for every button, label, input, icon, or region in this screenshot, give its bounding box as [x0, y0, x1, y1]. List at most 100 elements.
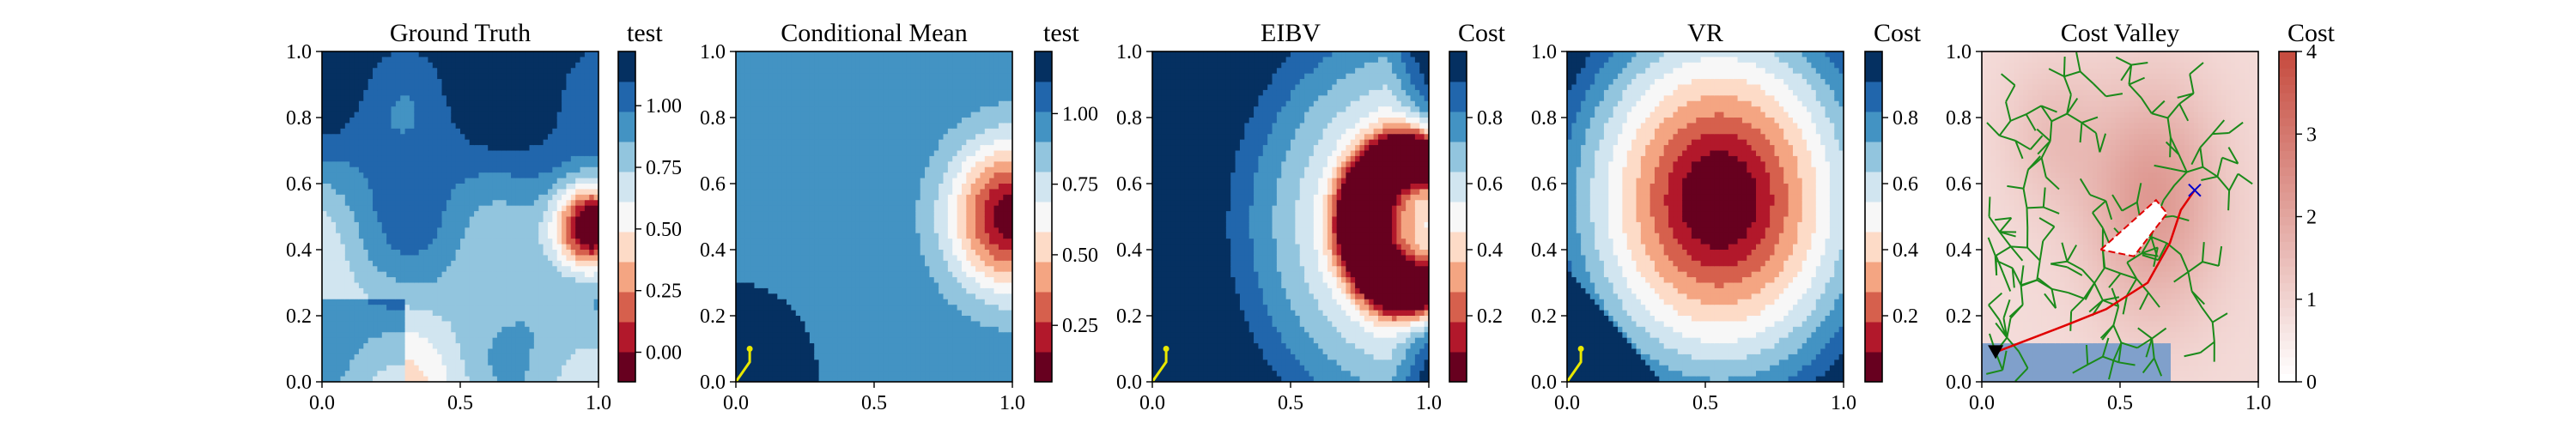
heatmap-cell [377, 321, 383, 328]
heatmap-cell [538, 299, 544, 305]
heatmap-cell [358, 211, 364, 218]
heatmap-cell [377, 189, 383, 196]
heatmap-cell [566, 184, 572, 190]
heatmap-cell [758, 365, 764, 372]
heatmap-cell [404, 332, 410, 339]
heatmap-cell [754, 326, 760, 333]
heatmap-cell [418, 128, 424, 135]
heatmap-cell [754, 293, 760, 300]
heatmap-cell [488, 376, 494, 382]
heatmap-cell [552, 266, 558, 273]
heatmap-cell [736, 172, 741, 179]
heatmap-cell [547, 51, 553, 58]
heatmap-cell [570, 118, 576, 124]
heatmap-cell [488, 112, 494, 118]
heatmap-cell [740, 239, 746, 245]
heatmap-cell [340, 371, 346, 378]
heatmap-cell [828, 337, 834, 344]
heatmap-cell [814, 227, 820, 234]
heatmap-cell [368, 277, 374, 284]
heatmap-cell [552, 260, 558, 267]
heatmap-cell [575, 216, 581, 223]
heatmap-cell [566, 134, 572, 141]
heatmap-cell [437, 89, 443, 96]
heatmap-cell [580, 282, 586, 289]
heatmap-cell [409, 128, 415, 135]
heatmap-cell [409, 89, 415, 96]
heatmap-cell [326, 84, 332, 91]
heatmap-cell [543, 112, 549, 118]
heatmap-cell [750, 145, 756, 152]
heatmap-cell [506, 239, 512, 245]
heatmap-cell [828, 172, 834, 179]
heatmap-cell [750, 233, 756, 239]
heatmap-cell [552, 332, 558, 339]
heatmap-cell [818, 365, 824, 372]
heatmap-cell [331, 79, 337, 86]
heatmap-cell [354, 332, 360, 339]
heatmap-cell [409, 155, 415, 162]
heatmap-cell [809, 293, 815, 300]
heatmap-cell [492, 211, 498, 218]
heatmap-cell [589, 221, 595, 228]
heatmap-cell [740, 260, 746, 267]
heatmap-cell [469, 95, 475, 102]
heatmap-cell [538, 282, 544, 289]
heatmap-cell [478, 266, 484, 273]
heatmap-cell [344, 194, 350, 201]
heatmap-cell [492, 316, 498, 323]
heatmap-cell [492, 100, 498, 107]
heatmap-cell [377, 244, 383, 251]
heatmap-cell [533, 73, 539, 80]
heatmap-cell [556, 89, 562, 96]
heatmap-cell [358, 184, 364, 190]
heatmap-cell [754, 305, 760, 311]
heatmap-cell [373, 100, 378, 107]
heatmap-cell [451, 89, 457, 96]
heatmap-cell [750, 189, 756, 196]
heatmap-cell [787, 287, 792, 294]
heatmap-cell [469, 123, 475, 130]
heatmap-cell [584, 371, 590, 378]
heatmap-cell [584, 145, 590, 152]
heatmap-cell [589, 271, 595, 278]
heatmap-cell [391, 205, 397, 212]
heatmap-cell [373, 326, 378, 333]
heatmap-cell [552, 316, 558, 323]
heatmap-cell [809, 337, 815, 344]
heatmap-cell [354, 277, 360, 284]
heatmap-cell [758, 68, 764, 75]
heatmap-cell [750, 287, 756, 294]
heatmap-cell [814, 178, 820, 184]
heatmap-cell [363, 79, 369, 86]
heatmap-cell [781, 139, 787, 146]
heatmap-cell [336, 118, 342, 124]
heatmap-cell [543, 57, 549, 63]
heatmap-cell [809, 95, 815, 102]
heatmap-cell [386, 123, 392, 130]
heatmap-cell [800, 89, 806, 96]
heatmap-cell [777, 376, 783, 382]
heatmap-cell [763, 139, 769, 146]
heatmap-cell [322, 51, 327, 58]
heatmap-cell [432, 62, 438, 69]
heatmap-cell [736, 134, 741, 141]
heatmap-cell [478, 123, 484, 130]
heatmap-cell [744, 161, 750, 168]
heatmap-cell [340, 112, 346, 118]
heatmap-cell [373, 216, 378, 223]
heatmap-cell [828, 227, 834, 234]
heatmap-cell [358, 161, 364, 168]
heatmap-cell [340, 178, 346, 184]
heatmap-cell [818, 184, 824, 190]
heatmap-cell [469, 189, 475, 196]
heatmap-cell [373, 128, 378, 135]
heatmap-cell [828, 178, 834, 184]
heatmap-cell [418, 118, 424, 124]
heatmap-cell [515, 200, 521, 207]
heatmap-cell [418, 321, 424, 328]
heatmap-cell [529, 221, 535, 228]
heatmap-cell [805, 95, 811, 102]
heatmap-cell [488, 62, 494, 69]
heatmap-cell [800, 84, 806, 91]
